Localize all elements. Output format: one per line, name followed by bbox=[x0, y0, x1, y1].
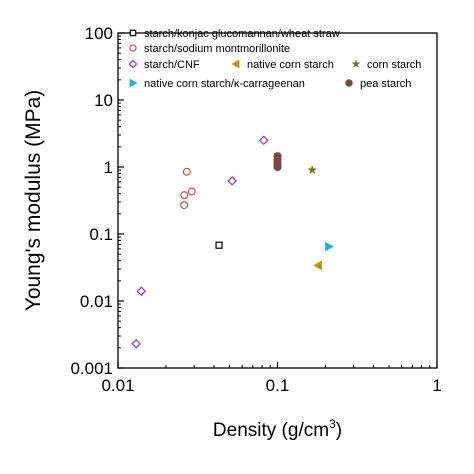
data-point bbox=[273, 152, 282, 161]
y-tick-label: 1 bbox=[104, 158, 113, 177]
legend-entry: native corn starch/κ-carrageenan bbox=[129, 78, 305, 90]
x-tick-label: 1 bbox=[432, 376, 441, 395]
series-3 bbox=[313, 260, 322, 271]
legend-label: starch/sodium montmorillonite bbox=[144, 43, 290, 55]
data-point bbox=[227, 176, 238, 186]
series-6 bbox=[273, 152, 282, 172]
x-axis-title-main: Density (g/cm bbox=[213, 420, 329, 441]
x-axis-title-superscript: 3 bbox=[329, 417, 336, 431]
x-tick-label: 0.1 bbox=[266, 376, 290, 395]
legend-entry: corn starch bbox=[351, 59, 421, 71]
legend-marker bbox=[345, 79, 353, 87]
legend-entry: native corn starch bbox=[231, 59, 334, 71]
legend-label: pea starch bbox=[360, 78, 411, 90]
x-axis-title-end: ) bbox=[336, 420, 342, 441]
data-points bbox=[131, 135, 334, 349]
series-1 bbox=[180, 167, 196, 210]
data-point bbox=[182, 167, 191, 176]
y-tick-label: 0.01 bbox=[80, 292, 113, 311]
y-tick-label: 0.001 bbox=[70, 359, 113, 378]
legend-entry: starch/sodium montmorillonite bbox=[129, 43, 290, 55]
legend: starch/konjac glucomannan/wheat straw sta… bbox=[128, 28, 421, 90]
data-point bbox=[180, 191, 189, 200]
data-point bbox=[258, 135, 269, 146]
data-point bbox=[313, 260, 322, 271]
legend-label: native corn starch/κ-carrageenan bbox=[144, 78, 305, 90]
legend-label: starch/CNF bbox=[144, 59, 200, 71]
series-2 bbox=[131, 135, 269, 349]
legend-label: starch/konjac glucomannan/wheat straw bbox=[144, 28, 340, 40]
series-4 bbox=[307, 164, 318, 175]
legend-entry: pea starch bbox=[345, 78, 411, 90]
data-point bbox=[131, 338, 142, 349]
y-tick-label: 100 bbox=[85, 24, 113, 43]
y-axis: 0.001 0.01 0.1 1 10 100 bbox=[70, 24, 124, 378]
legend-label: corn starch bbox=[367, 59, 421, 71]
data-point bbox=[325, 241, 334, 252]
x-tick-label: 0.01 bbox=[101, 376, 134, 395]
data-point bbox=[180, 201, 189, 210]
legend-marker bbox=[231, 59, 240, 69]
legend-marker bbox=[129, 44, 137, 52]
legend-entry: starch/CNF bbox=[128, 59, 200, 71]
legend-label: native corn starch bbox=[247, 59, 334, 71]
y-tick-label: 0.1 bbox=[89, 225, 113, 244]
data-point bbox=[187, 187, 196, 196]
y-axis-title: Young's modulus (MPa) bbox=[22, 90, 45, 312]
legend-entry: starch/konjac glucomannan/wheat straw bbox=[129, 28, 340, 40]
legend-marker bbox=[129, 29, 137, 37]
x-axis-title: Density (g/cm3) bbox=[213, 417, 342, 441]
series-0 bbox=[215, 241, 223, 249]
legend-marker bbox=[128, 59, 138, 69]
series-5 bbox=[325, 241, 334, 252]
legend-marker bbox=[351, 59, 361, 68]
data-point bbox=[136, 286, 147, 297]
y-tick-label: 10 bbox=[94, 91, 113, 110]
legend-marker bbox=[129, 78, 138, 88]
x-axis: 0.01 0.1 1 bbox=[101, 362, 442, 395]
data-point bbox=[215, 241, 223, 249]
data-point bbox=[307, 164, 318, 175]
